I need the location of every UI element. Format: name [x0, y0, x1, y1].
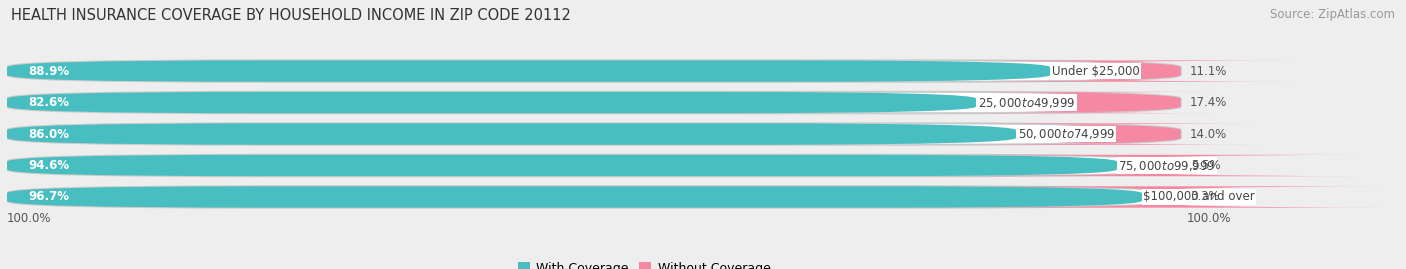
FancyBboxPatch shape	[7, 60, 1181, 82]
Text: Under $25,000: Under $25,000	[1052, 65, 1139, 77]
Text: $75,000 to $99,999: $75,000 to $99,999	[1119, 158, 1216, 172]
Text: 5.5%: 5.5%	[1191, 159, 1220, 172]
Text: 14.0%: 14.0%	[1189, 128, 1227, 140]
Text: 100.0%: 100.0%	[7, 212, 52, 225]
FancyBboxPatch shape	[924, 155, 1375, 176]
FancyBboxPatch shape	[922, 60, 1309, 82]
Text: 94.6%: 94.6%	[28, 159, 69, 172]
FancyBboxPatch shape	[922, 186, 1400, 208]
FancyBboxPatch shape	[7, 60, 1050, 82]
FancyBboxPatch shape	[7, 186, 1142, 208]
Text: 88.9%: 88.9%	[28, 65, 69, 77]
FancyBboxPatch shape	[7, 92, 1181, 113]
Text: 82.6%: 82.6%	[28, 96, 69, 109]
FancyBboxPatch shape	[922, 92, 1234, 113]
Text: HEALTH INSURANCE COVERAGE BY HOUSEHOLD INCOME IN ZIP CODE 20112: HEALTH INSURANCE COVERAGE BY HOUSEHOLD I…	[11, 8, 571, 23]
FancyBboxPatch shape	[7, 92, 976, 113]
FancyBboxPatch shape	[7, 186, 1181, 208]
FancyBboxPatch shape	[922, 123, 1275, 145]
Text: 96.7%: 96.7%	[28, 190, 69, 203]
Text: 3.3%: 3.3%	[1189, 190, 1219, 203]
Text: $100,000 and over: $100,000 and over	[1143, 190, 1256, 203]
Text: $25,000 to $49,999: $25,000 to $49,999	[977, 95, 1076, 109]
FancyBboxPatch shape	[7, 155, 1118, 176]
FancyBboxPatch shape	[7, 155, 1181, 176]
Text: 86.0%: 86.0%	[28, 128, 69, 140]
FancyBboxPatch shape	[7, 123, 1181, 145]
Text: $50,000 to $74,999: $50,000 to $74,999	[1018, 127, 1115, 141]
FancyBboxPatch shape	[7, 123, 1017, 145]
Text: 100.0%: 100.0%	[1187, 212, 1232, 225]
Text: 17.4%: 17.4%	[1189, 96, 1227, 109]
Text: Source: ZipAtlas.com: Source: ZipAtlas.com	[1270, 8, 1395, 21]
Legend: With Coverage, Without Coverage: With Coverage, Without Coverage	[513, 257, 776, 269]
Text: 11.1%: 11.1%	[1189, 65, 1227, 77]
